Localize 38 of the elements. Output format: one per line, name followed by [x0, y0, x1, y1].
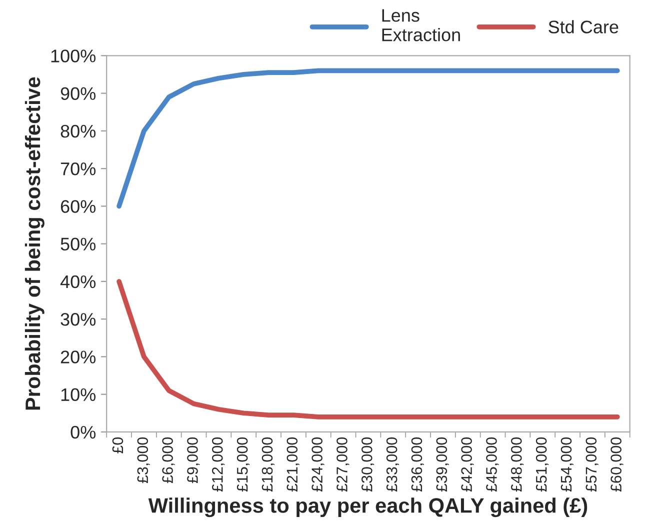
x-tick-label: £24,000: [312, 437, 324, 492]
y-tick-label: 20%: [60, 350, 96, 364]
legend-label: Std Care: [548, 20, 618, 34]
x-tick-label: £54,000: [560, 437, 574, 492]
x-tick-label: £21,000: [286, 437, 300, 492]
x-tick-label: £33,000: [386, 437, 400, 492]
x-tick-label: £0: [112, 437, 124, 454]
x-tick-label: £18,000: [262, 437, 274, 492]
y-axis-title: Probability of being cost-effective: [24, 77, 44, 410]
x-tick-label: £36,000: [411, 437, 424, 492]
line-series: [116, 68, 620, 209]
y-tick-label: 0%: [70, 426, 96, 439]
legend-label: Lens Extraction: [382, 9, 460, 42]
y-tick-label: 10%: [61, 388, 96, 402]
x-tick-label: £12,000: [212, 437, 225, 492]
y-tick-label: 100%: [51, 50, 96, 62]
x-tick-label: £15,000: [236, 437, 250, 492]
x-tick-label: £60,000: [610, 437, 624, 492]
y-tick-label: 50%: [60, 238, 96, 251]
x-tick-label: £3,000: [137, 437, 150, 484]
x-tick-label: £30,000: [362, 437, 374, 492]
x-tick-label: £9,000: [187, 437, 200, 484]
y-tick-label: 70%: [60, 162, 96, 176]
x-tick-label: £27,000: [336, 437, 350, 492]
x-axis-title: Willingness to pay per each QALY gained (£): [148, 498, 588, 518]
x-tick-label: £42,000: [461, 437, 474, 492]
x-tick-label: £48,000: [511, 437, 524, 492]
x-tick-label: £39,000: [436, 437, 449, 492]
line-series: [116, 279, 620, 420]
y-tick-label: 30%: [60, 312, 96, 326]
y-tick-label: 60%: [60, 200, 96, 213]
x-tick-label: £6,000: [162, 437, 175, 484]
x-tick-label: £51,000: [536, 437, 549, 492]
x-tick-label: £45,000: [486, 437, 499, 492]
y-tick-label: 40%: [60, 275, 96, 288]
x-tick-label: £57,000: [586, 437, 598, 492]
y-tick-label: 80%: [60, 124, 96, 138]
y-tick-label: 90%: [60, 87, 96, 100]
